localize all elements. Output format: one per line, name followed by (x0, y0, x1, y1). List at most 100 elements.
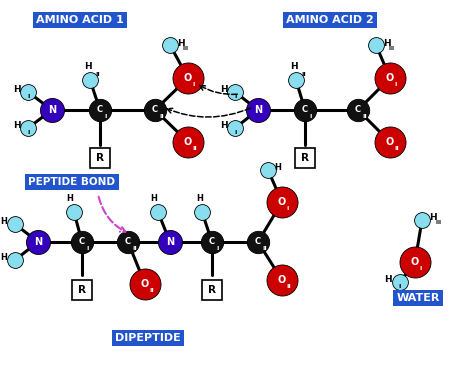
Text: I: I (86, 245, 89, 250)
Text: I: I (234, 129, 237, 135)
Point (301, 107, 309, 113)
Bar (202, 280, 222, 300)
Text: II: II (263, 245, 267, 250)
Bar (295, 148, 315, 168)
Text: R: R (96, 153, 104, 163)
Point (124, 239, 132, 245)
Text: I: I (104, 113, 107, 119)
Text: N: N (48, 105, 56, 115)
Text: II: II (159, 113, 164, 119)
Point (141, 281, 149, 287)
Text: H: H (290, 62, 298, 71)
Text: H: H (66, 194, 73, 203)
Point (198, 209, 206, 215)
Text: N: N (34, 237, 42, 247)
Text: C: C (125, 238, 131, 246)
Text: H: H (220, 122, 228, 131)
Point (396, 279, 404, 285)
Text: N: N (166, 237, 174, 247)
Point (386, 75, 394, 81)
FancyArrowPatch shape (200, 85, 237, 94)
Text: II: II (363, 113, 367, 119)
Text: II: II (95, 73, 100, 78)
Text: C: C (355, 106, 361, 115)
Point (418, 217, 426, 223)
Point (48, 107, 56, 113)
Point (166, 239, 174, 245)
Bar (90, 148, 110, 168)
Text: I: I (27, 129, 29, 135)
Point (11, 221, 19, 227)
Text: I: I (234, 94, 237, 99)
Text: II: II (192, 145, 197, 151)
Text: O: O (278, 275, 286, 285)
Text: O: O (141, 279, 149, 289)
Point (278, 199, 286, 205)
Text: O: O (386, 137, 394, 147)
Point (264, 167, 272, 173)
Text: O: O (411, 257, 419, 267)
Text: N: N (254, 105, 262, 115)
Point (24, 125, 32, 131)
Point (96, 107, 104, 113)
Text: C: C (79, 238, 85, 246)
Text: H: H (177, 39, 185, 48)
FancyArrowPatch shape (99, 197, 126, 232)
Text: H: H (13, 85, 21, 94)
Point (166, 42, 174, 48)
Point (24, 89, 32, 95)
Text: O: O (184, 137, 192, 147)
Text: I: I (419, 266, 422, 271)
Text: DIPEPTIDE: DIPEPTIDE (115, 333, 181, 343)
Text: PEPTIDE BOND: PEPTIDE BOND (28, 177, 116, 187)
Text: II: II (301, 73, 306, 78)
Bar (72, 280, 92, 300)
Text: H: H (220, 85, 228, 94)
Text: H: H (429, 213, 437, 222)
FancyArrowPatch shape (167, 108, 250, 117)
Text: C: C (209, 238, 215, 246)
Text: H: H (383, 39, 391, 48)
Text: H: H (384, 275, 392, 284)
Point (354, 107, 362, 113)
Point (231, 89, 239, 95)
Point (278, 277, 286, 283)
Point (411, 259, 419, 265)
Text: R: R (78, 285, 86, 295)
Text: II: II (394, 145, 399, 151)
Text: AMINO ACID 2: AMINO ACID 2 (286, 15, 374, 25)
Text: H: H (84, 62, 92, 71)
Point (254, 107, 262, 113)
Text: H: H (197, 194, 203, 203)
Text: III: III (183, 46, 189, 50)
Text: C: C (255, 238, 261, 246)
Text: C: C (302, 106, 308, 115)
Point (184, 139, 192, 145)
Point (254, 239, 262, 245)
Text: R: R (301, 153, 309, 163)
Text: H: H (13, 122, 21, 131)
Text: I: I (286, 206, 289, 211)
Text: I: I (310, 113, 312, 119)
Point (372, 42, 380, 48)
Point (151, 107, 159, 113)
Text: I: I (398, 284, 401, 289)
Point (184, 75, 192, 81)
Point (86, 77, 94, 83)
Text: I: I (394, 82, 397, 87)
Text: C: C (152, 106, 158, 115)
Text: O: O (278, 197, 286, 207)
Text: H: H (0, 254, 7, 262)
Text: WATER: WATER (396, 293, 440, 303)
Point (11, 257, 19, 263)
Text: III: III (436, 220, 442, 225)
Text: II: II (133, 245, 137, 250)
Text: I: I (217, 245, 219, 250)
Point (208, 239, 216, 245)
Text: I: I (27, 94, 29, 99)
Text: H: H (0, 218, 7, 227)
Text: I: I (192, 82, 195, 87)
Point (386, 139, 394, 145)
Text: II: II (286, 284, 291, 289)
Point (70, 209, 78, 215)
